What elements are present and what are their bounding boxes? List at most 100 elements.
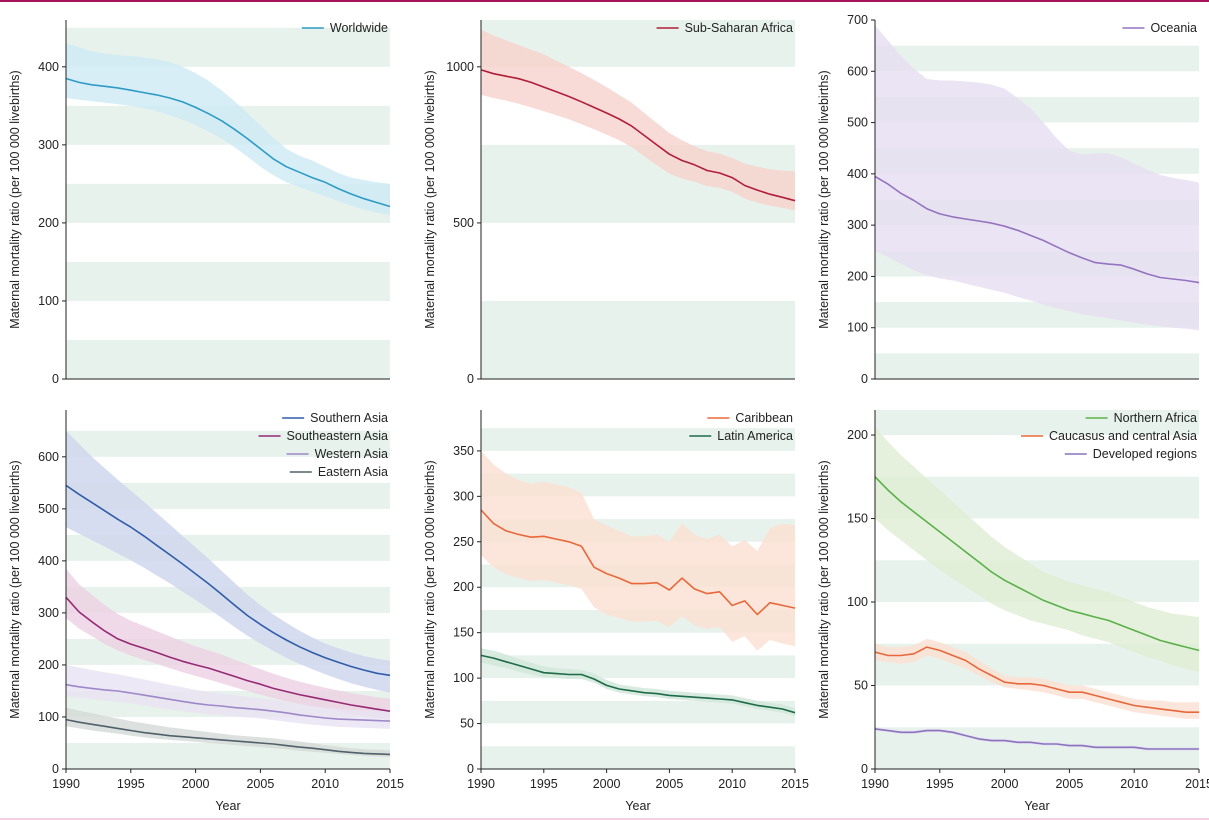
legend-label: Worldwide [330,21,388,35]
series-line [65,484,391,677]
y-tick-label: 100 [847,321,868,335]
y-tick-label: 50 [854,679,868,693]
chart-panel-5: 0 50 100 150 200 250 300 350 1990 1995 2000 2005 201… [423,410,809,813]
x-tick-label: 2010 [718,777,746,791]
legend-entry: Southern Asia [282,411,388,425]
chart-panel-1: 0 100 200 300 400 Maternal mortality ratio (p… [8,20,391,386]
y-tick-label: 350 [453,444,474,458]
x-axis-title: Year [1024,799,1049,813]
legend-label: Eastern Asia [318,465,388,479]
y-tick-label: 100 [38,294,59,308]
x-tick-label: 1990 [52,777,80,791]
x-tick-label: 2010 [1120,777,1148,791]
legend-entry: Oceania [1122,21,1197,35]
legend-label: Oceania [1150,21,1197,35]
x-tick-label: 2000 [991,777,1019,791]
chart-panel-2: 0 500 1000 Maternal mortality ratio (per 10… [423,20,796,386]
y-tick-label: 150 [453,626,474,640]
bottom-accent-rule [0,818,1209,820]
y-tick-label: 400 [38,554,59,568]
legend-entry: Southeastern Asia [258,429,389,443]
series-line [480,654,796,714]
y-tick-label: 500 [847,116,868,130]
x-axis-title: Year [215,799,240,813]
y-tick-label: 0 [52,762,59,776]
y-tick-label: 200 [847,269,868,283]
chart-panel-4: 0 100 200 300 400 500 600 1990 1995 2000 2005 2010 2… [8,410,404,813]
y-tick-label: 50 [460,717,474,731]
uncertainty-band [875,638,1199,719]
y-tick-label: 500 [38,502,59,516]
legend-label: Caribbean [735,411,793,425]
y-tick-label: 0 [467,762,474,776]
x-tick-label: 2015 [376,777,404,791]
grid-band [481,428,795,451]
y-tick-label: 100 [38,710,59,724]
y-tick-label: 0 [861,372,868,386]
y-tick-label: 300 [38,138,59,152]
y-tick-label: 100 [847,595,868,609]
y-tick-label: 700 [847,13,868,27]
series-line [874,175,1200,284]
y-tick-label: 100 [453,671,474,685]
y-tick-label: 0 [52,372,59,386]
x-tick-label: 1995 [530,777,558,791]
legend-entry: Sub-Saharan Africa [656,21,793,35]
y-tick-label: 500 [453,216,474,230]
uncertainty-band [66,43,390,216]
y-tick-label: 400 [38,60,59,74]
y-tick-label: 250 [453,535,474,549]
x-tick-label: 2005 [1055,777,1083,791]
y-tick-label: 150 [847,512,868,526]
uncertainty-band [875,426,1199,673]
series-line [65,718,391,756]
y-axis-title: Maternal mortality ratio (per 100 000 li… [8,70,22,328]
uncertainty-band [66,707,390,757]
y-tick-label: 200 [38,658,59,672]
legend-entry: Western Asia [286,447,388,461]
legend-label: Southern Asia [310,411,388,425]
chart-panel-3: 0 100 200 300 400 500 600 700 Maternal mortality… [817,13,1200,386]
legend-entry: Worldwide [301,21,388,35]
y-axis-title: Maternal mortality ratio (per 100 000 li… [423,460,437,718]
grid-band [66,742,390,769]
grid-band [875,45,1199,72]
y-tick-label: 300 [847,218,868,232]
y-tick-label: 1000 [446,60,474,74]
y-axis-title: Maternal mortality ratio (per 100 000 li… [8,460,22,718]
x-tick-label: 1990 [467,777,495,791]
x-tick-label: 2010 [311,777,339,791]
series-line [65,596,391,712]
legend-label: Southeastern Asia [287,429,389,443]
series-line [480,509,796,616]
y-tick-label: 600 [38,450,59,464]
series-line [65,77,391,208]
uncertainty-band [66,430,390,693]
series-line [874,728,1199,750]
x-tick-label: 2000 [593,777,621,791]
legend-label: Caucasus and central Asia [1049,429,1197,443]
chart-panel-6: 0 50 100 150 200 1990 1995 2000 2005 2010 2015 Year… [817,410,1209,813]
y-axis-title: Maternal mortality ratio (per 100 000 li… [817,70,831,328]
series-line [480,69,796,202]
legend-entry: Northern Africa [1085,411,1197,425]
y-tick-label: 0 [861,762,868,776]
grid-band [66,339,390,379]
legend-label: Western Asia [315,447,388,461]
grid-band [481,746,795,769]
uncertainty-band [875,25,1199,331]
series-line [874,476,1200,652]
x-tick-label: 2000 [182,777,210,791]
y-tick-label: 300 [38,606,59,620]
legend-label: Sub-Saharan Africa [685,21,793,35]
grid-band [66,261,390,301]
series-line [874,646,1199,714]
y-axis-title: Maternal mortality ratio (per 100 000 li… [817,460,831,718]
legend-entry: Developed regions [1064,447,1197,461]
grid-band [481,700,795,724]
legend-entry: Caribbean [707,411,793,425]
grid-band [875,353,1199,379]
grid-band [875,410,1199,436]
y-tick-label: 200 [453,580,474,594]
